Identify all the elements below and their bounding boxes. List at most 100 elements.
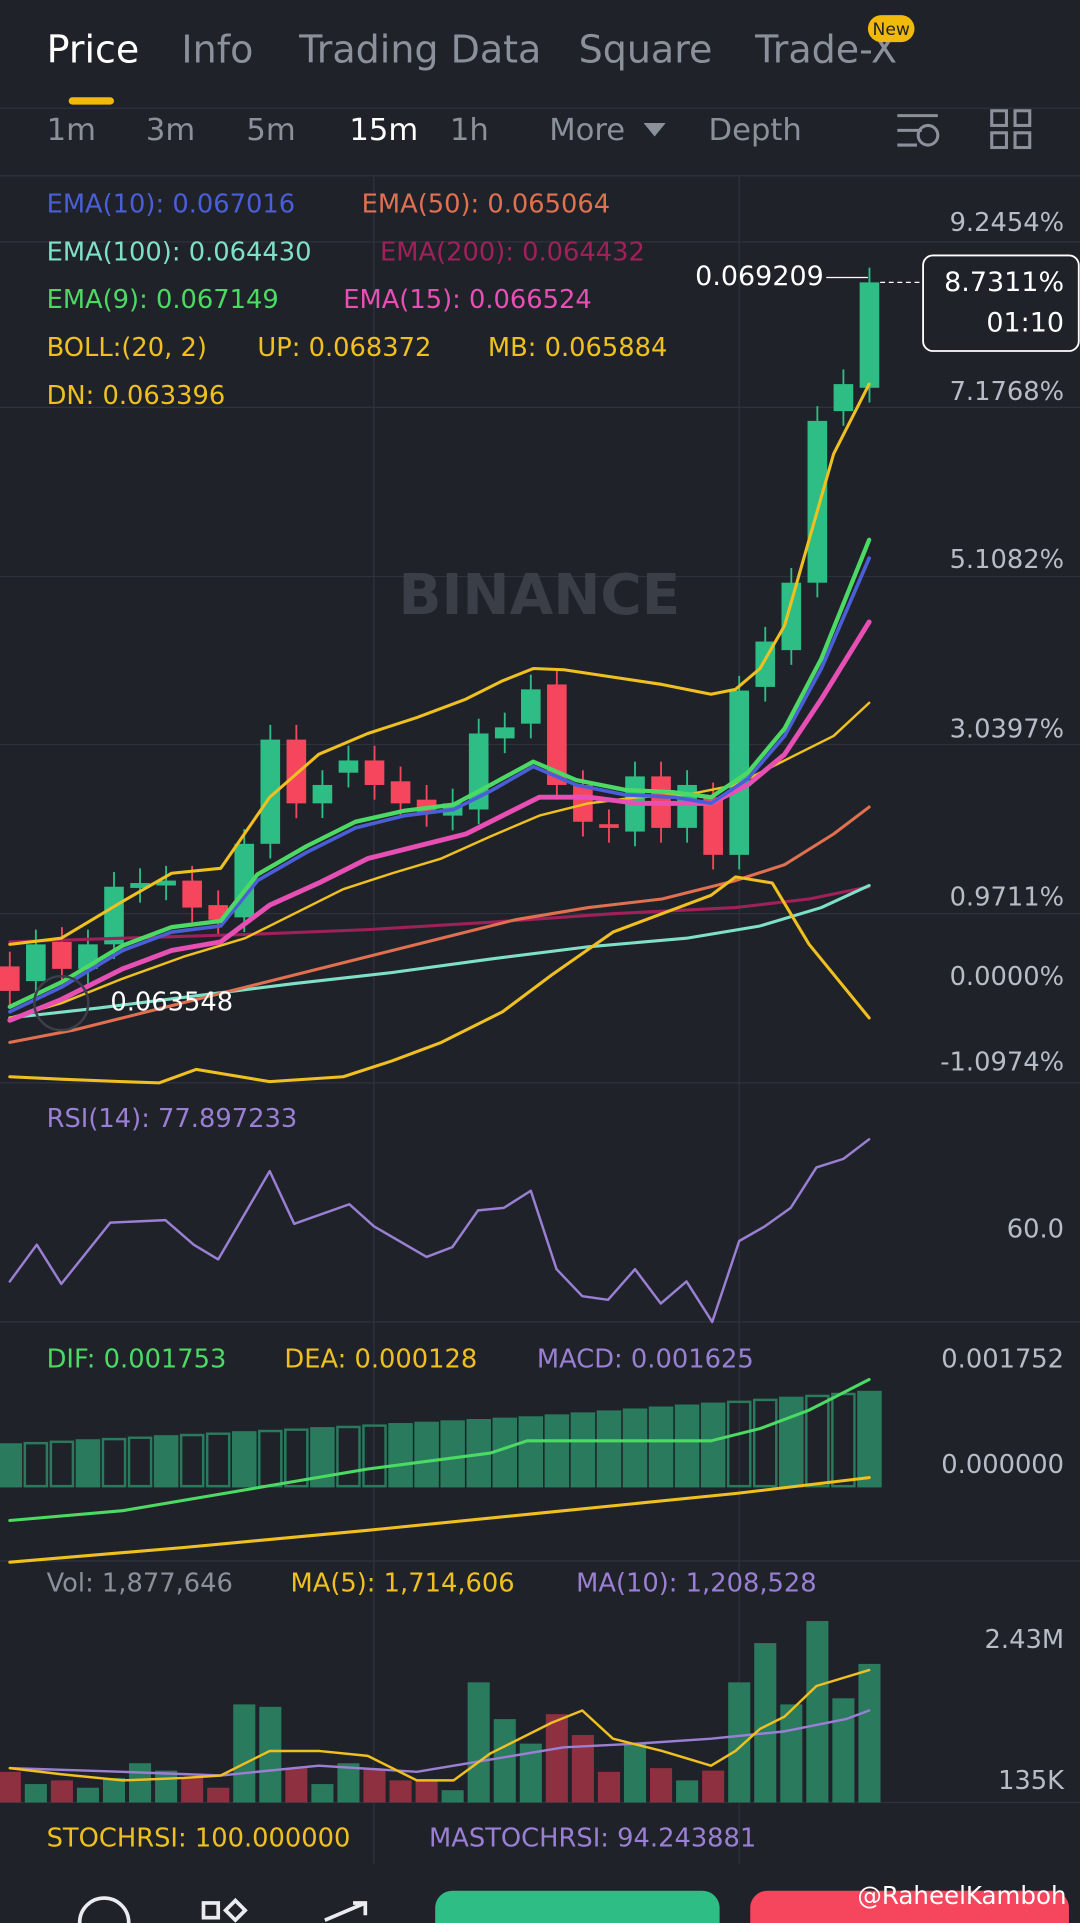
share-icon[interactable] (324, 1901, 368, 1922)
volume-bar (623, 1743, 647, 1803)
low-label: 0.063548 (110, 988, 233, 1018)
dropdown-icon (643, 122, 666, 137)
interval[interactable]: More (549, 113, 625, 148)
tab[interactable]: Square (579, 27, 713, 71)
stochrsi-legend: STOCHRSI: 100.000000 MASTOCHRSI: 94.2438… (47, 1824, 757, 1854)
volume-bar (337, 1763, 360, 1803)
ema50-line (8, 805, 871, 1044)
macd-bar (310, 1427, 335, 1488)
macd-bar (284, 1428, 309, 1488)
interval[interactable]: Depth (709, 113, 802, 148)
macd-bar (674, 1404, 700, 1488)
legend-item: BOLL:(20, 2) (47, 333, 207, 363)
legend-item: Vol: 1,877,646 (47, 1569, 233, 1599)
tab[interactable]: Price (47, 27, 140, 71)
macd-bar (752, 1398, 778, 1488)
interval[interactable]: 15m (349, 113, 418, 148)
sell-button[interactable] (750, 1890, 1069, 1923)
axis-label: 135K (998, 1766, 1065, 1796)
tab[interactable]: Info (181, 27, 253, 71)
macd-bar (336, 1425, 361, 1488)
macd-legend: DIF: 0.001753 DEA: 0.000128 MACD: 0.0016… (47, 1344, 754, 1374)
macd-bar (101, 1437, 127, 1488)
candle-body (260, 739, 281, 844)
grid (0, 175, 1080, 1864)
macd-bar (622, 1408, 648, 1488)
volume-bar (780, 1704, 803, 1803)
volume-bar (519, 1743, 542, 1803)
axis-label: 9.2454% (950, 208, 1065, 238)
legend-item: EMA(200): 0.064432 (380, 237, 645, 267)
macd-bar (179, 1433, 205, 1488)
candle-body (312, 784, 333, 804)
candle-body (703, 797, 723, 855)
badge (867, 15, 915, 43)
macd-bar (440, 1420, 465, 1488)
axis-label: 2.43M (985, 1625, 1065, 1655)
legend-item: EMA(9): 0.067149 (47, 285, 279, 315)
legend-item: UP: 0.068372 (257, 333, 431, 363)
volume-bar (858, 1663, 881, 1803)
interval[interactable]: 1m (47, 113, 96, 148)
macd-histogram (0, 1390, 882, 1488)
axis-label: 5.1082% (950, 545, 1065, 575)
legend-item: MA(10): 1,208,528 (576, 1569, 816, 1599)
candle-body (494, 727, 515, 739)
volume-bar (50, 1780, 73, 1803)
macd-bar (518, 1416, 544, 1488)
macd-bar (544, 1414, 570, 1488)
axis-label: 3.0397% (950, 714, 1065, 744)
settings-icon[interactable] (897, 114, 940, 147)
axis-label: 0.0000% (950, 962, 1065, 992)
dif-line (8, 1377, 871, 1523)
tab[interactable]: Trading Data (298, 27, 541, 71)
candle-body (599, 824, 619, 828)
candle-body (286, 739, 307, 804)
volume-bar (597, 1771, 620, 1803)
volume-bar (571, 1735, 594, 1803)
candle-body (182, 880, 202, 908)
markets-icon[interactable] (201, 1897, 248, 1923)
macd-bar (805, 1394, 830, 1488)
axis-label: 7.1768% (950, 377, 1065, 407)
legend-item: MACD: 0.001625 (537, 1344, 754, 1374)
interval[interactable]: 5m (246, 113, 295, 148)
boll-dn-line (8, 875, 871, 1085)
volume-bar (102, 1777, 126, 1803)
volume-bar (207, 1787, 230, 1803)
volume-bar (676, 1780, 699, 1803)
interval[interactable]: 3m (146, 113, 195, 148)
buy-button[interactable] (435, 1890, 720, 1923)
macd-bar (205, 1432, 231, 1488)
macd-bar (648, 1406, 674, 1488)
volume-bar (0, 1771, 21, 1803)
interval-bar: 1m 3m 5m 15m 1h More Depth (47, 113, 802, 148)
macd-bar (414, 1421, 439, 1488)
ema10-line (7, 556, 871, 1014)
volume-legend: Vol: 1,877,646 MA(5): 1,714,606 MA(10): … (47, 1569, 817, 1599)
layout-icon[interactable] (990, 109, 1032, 150)
macd-bar (75, 1439, 101, 1488)
interval[interactable]: 1h (450, 113, 489, 148)
macd-bar (231, 1431, 257, 1488)
macd-bar (726, 1400, 752, 1488)
rsi-legend: RSI(14): 77.897233 (47, 1104, 298, 1134)
candle-body (520, 689, 541, 724)
indicator-lines (7, 382, 872, 1085)
legend-item: DIF: 0.001753 (47, 1344, 227, 1374)
volume-bar (155, 1770, 178, 1803)
price-axis: 9.2454% 7.1768% 5.1082% 3.0397% 0.9711% … (940, 208, 1064, 1078)
volume-bar (806, 1621, 829, 1803)
volume-bar (285, 1768, 308, 1803)
candle-body (807, 420, 828, 583)
volume-bar (129, 1763, 152, 1803)
volume-bar (311, 1784, 334, 1803)
candle-body (390, 781, 411, 804)
macd-bar (779, 1396, 804, 1488)
legend-item: MASTOCHRSI: 94.243881 (429, 1824, 756, 1854)
candle-body (52, 941, 72, 969)
volume-bar (233, 1704, 256, 1803)
volume-bar (415, 1780, 438, 1803)
